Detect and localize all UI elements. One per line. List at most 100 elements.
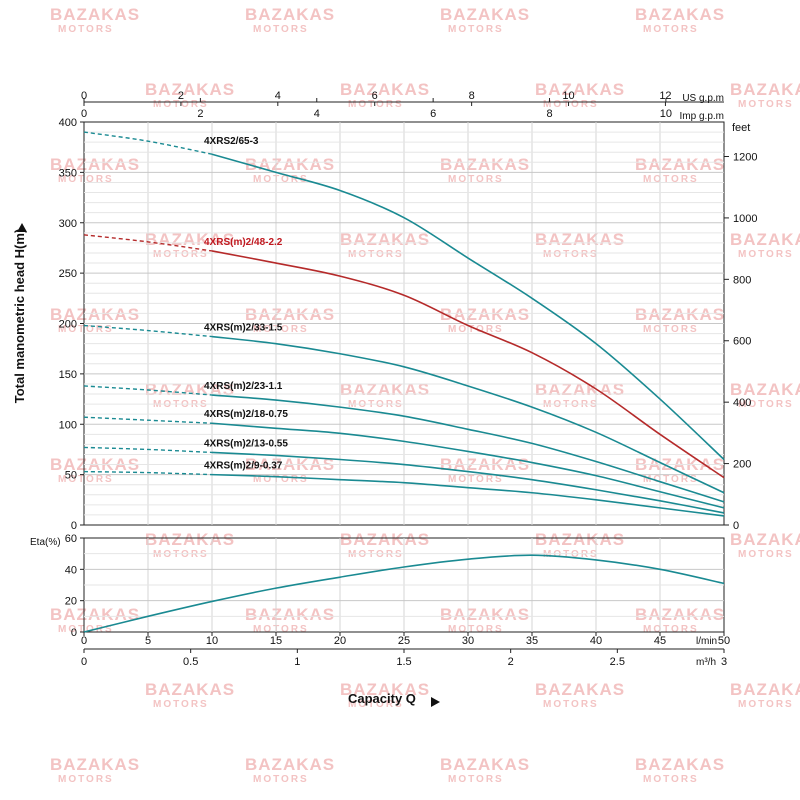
head-curve-3 [211,394,725,503]
head-chart: 0 50 100 150 200 250 300 350 400 0 200 400 600 800 10… [12,117,757,532]
feet-tick-label: 400 [733,397,751,409]
watermark-logo-text: BAZAKAS [245,305,335,324]
watermark-logo-text: BAZAKAS [50,5,140,24]
watermark-logo-text: BAZAKAS [340,530,430,549]
imp-gpm-tick-label: 4 [314,108,320,120]
l-min-tick-label: 0 [81,635,87,647]
watermark-logo-subtext: MOTORS [253,774,309,785]
watermark-logo-text: BAZAKAS [245,5,335,24]
m3h-tick-label: 2 [508,656,514,668]
watermark-logo-subtext: MOTORS [153,249,209,260]
watermark-logo-subtext: MOTORS [543,249,599,260]
head-y-tick-label: 50 [65,470,77,482]
imp-gpm-tick-label: 6 [430,108,436,120]
watermark-logo-subtext: MOTORS [643,624,699,635]
m3h-axis-ticks: 0 0.5 1 1.5 2 2.5 3 [81,649,727,668]
head-curve-5 [211,451,725,514]
head-curve-extrapolated-4 [83,416,213,424]
watermark-logo-subtext: MOTORS [643,774,699,785]
feet-axis-ticks: 0 200 400 600 800 1000 1200 [724,151,757,532]
efficiency-y-tick-label: 20 [65,596,77,608]
watermark-logo-text: BAZAKAS [730,680,800,699]
m3h-tick-label: 0 [81,656,87,668]
us-gpm-unit-label: US g.p.m [682,93,724,104]
imp-gpm-tick-label: 8 [546,108,552,120]
head-curve-4 [211,422,725,509]
m3h-tick-label: 3 [721,656,727,668]
watermark-logo-subtext: MOTORS [448,324,504,335]
head-y-tick-label: 250 [59,268,77,280]
head-curve-labels: 4XRS2/65-3 4XRS(m)2/48-2.2 4XRS(m)2/33-1.5… [204,136,288,471]
l-min-tick-label: 50 [718,635,730,647]
curve-label: 4XRS(m)2/33-1.5 [204,323,283,334]
head-y-axis-arrow-icon [17,223,27,232]
us-gpm-tick-label: 2 [178,90,184,102]
watermark-logo-text: BAZAKAS [145,530,235,549]
m3h-unit-label: m³/h [696,657,716,668]
watermark-logo-text: BAZAKAS [145,680,235,699]
watermark-logo-text: BAZAKAS [535,680,625,699]
curve-label: 4XRS(m)2/9-0.37 [204,461,283,472]
watermark-logo-text: BAZAKAS [50,155,140,174]
imp-gpm-axis: 0 2 4 6 8 10 [81,98,672,120]
watermark-logo-text: BAZAKAS [730,380,800,399]
watermark-logo-subtext: MOTORS [643,174,699,185]
watermark-logo-text: BAZAKAS [635,755,725,774]
l-min-tick-label: 5 [145,635,151,647]
head-curve-6 [211,473,725,517]
watermark-logo-subtext: MOTORS [58,324,114,335]
bottom-axes: 0 5 10 15 20 25 30 35 40 45 50 l/min 0 0.5 1 1.5 2 2.5 3… [81,632,730,707]
head-y-tick-label: 0 [71,520,77,532]
watermark-logo-text: BAZAKAS [245,755,335,774]
us-gpm-tick-label: 10 [562,90,574,102]
watermark-logo-subtext: MOTORS [738,99,794,110]
m3h-tick-label: 2.5 [610,656,625,668]
watermark-logo-subtext: MOTORS [543,549,599,560]
head-curve-1 [211,250,725,479]
feet-tick-label: 200 [733,459,751,471]
watermark-logo-subtext: MOTORS [643,324,699,335]
curve-label: 4XRS(m)2/23-1.1 [204,381,283,392]
curve-label: 4XRS(m)2/18-0.75 [204,409,288,420]
watermark-logo-text: BAZAKAS [340,80,430,99]
head-y-tick-label: 150 [59,369,77,381]
watermark-logo-subtext: MOTORS [58,174,114,185]
feet-tick-label: 1000 [733,213,757,225]
watermark-logo-text: BAZAKAS [440,305,530,324]
watermark-logo-text: BAZAKAS [50,755,140,774]
watermark-logo-subtext: MOTORS [58,624,114,635]
watermark-logo-text: BAZAKAS [535,230,625,249]
efficiency-gridlines [84,538,724,632]
watermark-logo-subtext: MOTORS [348,249,404,260]
head-y-tick-label: 300 [59,218,77,230]
efficiency-y-tick-label: 40 [65,564,77,576]
watermark-logo-text: BAZAKAS [730,80,800,99]
watermark-logo-subtext: MOTORS [153,99,209,110]
l-min-tick-label: 20 [334,635,346,647]
watermark-logo-subtext: MOTORS [643,24,699,35]
watermark-logo-text: BAZAKAS [245,155,335,174]
head-curve-extrapolated-1 [83,234,213,252]
capacity-axis-arrow-icon [431,697,440,707]
watermark-logo-subtext: MOTORS [448,624,504,635]
watermark-logo-subtext: MOTORS [543,699,599,710]
watermark-logo-text: BAZAKAS [730,230,800,249]
head-curve-extrapolated-5 [83,446,213,454]
l-min-axis-ticks: 0 5 10 15 20 25 30 35 40 45 50 [81,632,730,647]
us-gpm-tick-label: 6 [372,90,378,102]
head-y-tick-label: 350 [59,167,77,179]
l-min-tick-label: 25 [398,635,410,647]
efficiency-curves [83,554,725,633]
l-min-unit-label: l/min [696,636,717,647]
l-min-tick-label: 30 [462,635,474,647]
m3h-tick-label: 1.5 [396,656,411,668]
feet-unit-label: feet [732,122,750,134]
watermark-logo-subtext: MOTORS [448,774,504,785]
watermark-logo-subtext: MOTORS [58,24,114,35]
feet-tick-label: 800 [733,274,751,286]
m3h-tick-label: 1 [294,656,300,668]
head-curve-extrapolated-0 [83,131,213,155]
head-curve-extrapolated-6 [83,470,213,476]
watermark-logo-text: BAZAKAS [340,680,430,699]
